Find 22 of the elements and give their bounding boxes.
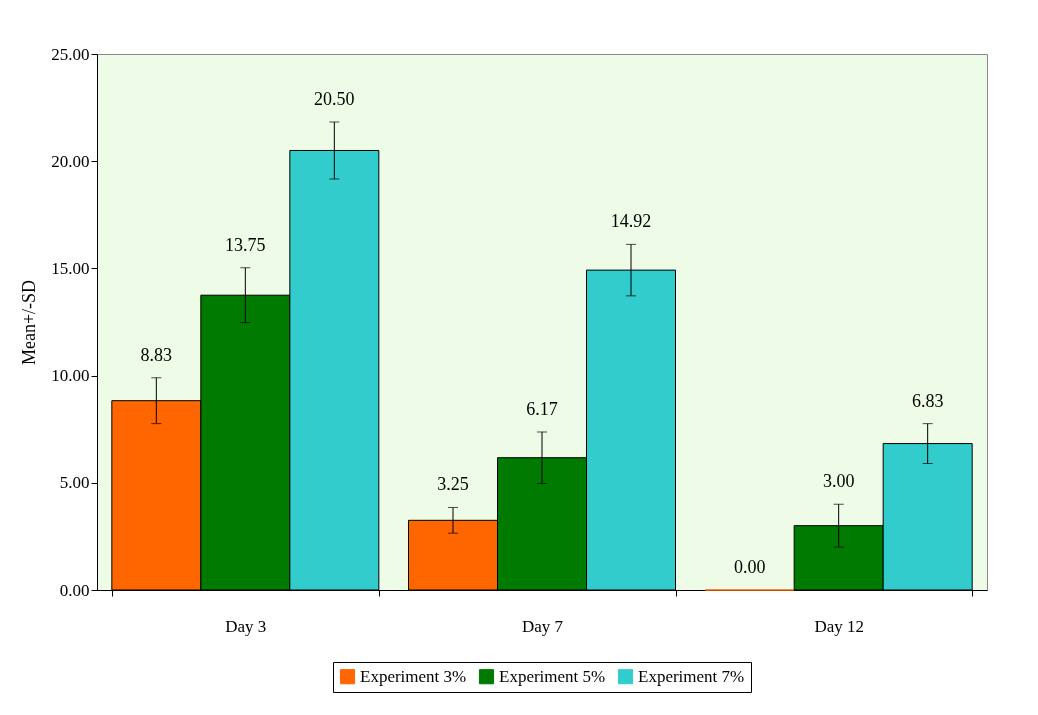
y-tick-label: 15.00	[51, 258, 90, 278]
data-label: 3.25	[437, 474, 469, 495]
legend-label: Experiment 7%	[638, 666, 745, 686]
y-tick-label: 20.00	[51, 151, 90, 171]
y-tick-label: 10.00	[51, 366, 90, 386]
y-tick-label: 5.00	[59, 473, 90, 493]
y-tick-label: 0.00	[59, 580, 90, 600]
x-tick-label: Day 7	[521, 616, 564, 636]
data-label: 13.75	[225, 234, 266, 255]
y-tick-label: 25.00	[51, 44, 90, 64]
data-label: 0.00	[733, 557, 766, 577]
data-label: 20.50	[314, 88, 355, 109]
x-tick-label: Day 3	[225, 616, 267, 636]
data-label: 6.17	[526, 398, 558, 419]
legend-label: Experiment 3%	[360, 666, 467, 686]
data-label: 14.92	[610, 211, 652, 232]
data-label: 8.83	[140, 344, 173, 365]
x-tick-label: Day 12	[814, 616, 864, 636]
legend-label: Experiment 5%	[499, 666, 606, 686]
data-label: 6.83	[911, 390, 944, 411]
data-label: 3.00	[822, 471, 855, 492]
y-axis-title: Mean+/-SD	[19, 279, 40, 366]
